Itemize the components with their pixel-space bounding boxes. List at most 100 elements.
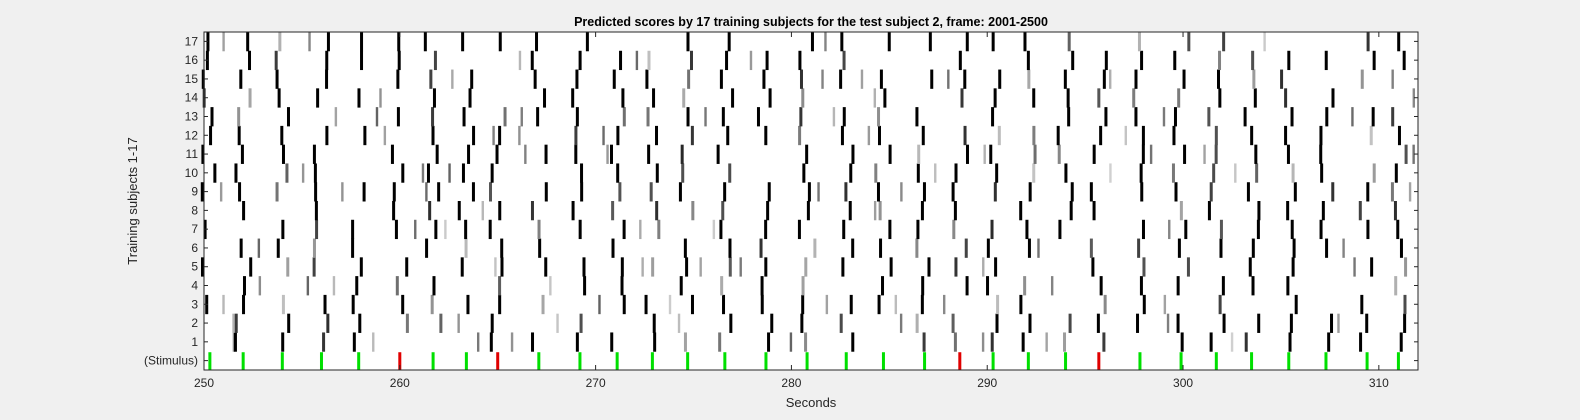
y-tick-label-10: 10: [185, 166, 199, 180]
score-cell-extra-r2-e0: [232, 314, 234, 333]
score-cell-r8-e10: [572, 201, 575, 220]
score-cell-r4-e10: [583, 276, 586, 295]
score-cell-r1-e2: [281, 332, 284, 351]
y-tick-label-1: 1: [191, 335, 198, 349]
score-cell-r13-e30: [1325, 107, 1328, 126]
score-cell-r8-e6: [428, 201, 431, 220]
score-cell-r7-e29: [1291, 220, 1294, 239]
score-cell-r15-e6: [429, 70, 432, 89]
score-cell-r11-e11: [610, 145, 613, 164]
score-cell-extra-r10-e19: [934, 163, 936, 182]
score-cell-extra-r5-e11: [641, 257, 643, 276]
score-cell-r4-e1: [243, 276, 246, 295]
score-cell-r2-e3: [326, 314, 329, 333]
score-cell-extra-r10-e2: [302, 163, 304, 182]
score-cell-r11-e24: [1093, 145, 1096, 164]
score-cell-r15-e2: [276, 70, 279, 89]
y-tick-label-15: 15: [185, 72, 199, 86]
score-cell-r12-e19: [922, 126, 925, 145]
score-cell-r8-e30: [1322, 201, 1325, 220]
score-cell-r5-e24: [1091, 257, 1094, 276]
score-cell-r9-e12: [650, 182, 653, 201]
score-cell-r4-e26: [1177, 276, 1180, 295]
y-tick-label-5: 5: [191, 260, 198, 274]
score-cell-r10-e20: [955, 163, 958, 182]
score-cell-r10-e29: [1292, 163, 1295, 182]
score-cell-r9-e9: [545, 182, 548, 201]
score-cell-extra-r4-e3: [333, 276, 335, 295]
score-cell-r1-e16: [804, 332, 807, 351]
score-cell-r6-e26: [1178, 239, 1181, 258]
score-cell-r7-e14: [719, 220, 722, 239]
chart-title: Predicted scores by 17 training subjects…: [574, 15, 1048, 29]
score-cell-r3-e11: [623, 295, 626, 314]
score-cell-r13-e23: [1067, 107, 1070, 126]
score-cell-r16-e20: [959, 51, 962, 70]
score-cell-extra-r7-e11: [639, 220, 641, 239]
score-cell-r16-e3: [325, 51, 328, 70]
score-cell-extra-r13-e30: [1351, 107, 1353, 126]
score-cell-r4-e11: [621, 276, 624, 295]
score-cell-r14-e3: [316, 88, 319, 107]
score-cell-r10-e23: [1064, 163, 1067, 182]
score-cell-r3-e25: [1143, 295, 1146, 314]
score-cell-r9-e21: [994, 182, 997, 201]
score-cell-r5-e19: [927, 257, 930, 276]
stimulus-mark-19: [923, 352, 926, 370]
score-cell-extra-r6-e30: [1342, 239, 1344, 258]
stimulus-mark-3: [320, 352, 323, 370]
score-cell-r10-e21: [995, 163, 998, 182]
score-cell-r7-e5: [395, 220, 398, 239]
score-cell-r7-e19: [916, 220, 919, 239]
score-cell-r15-e9: [534, 70, 537, 89]
score-cell-r13-e2: [287, 107, 290, 126]
score-cell-r3-e3: [324, 295, 327, 314]
score-cell-extra-r5-e14: [740, 257, 742, 276]
score-cell-r10-e25: [1140, 163, 1143, 182]
score-cell-extra-r3-e10: [598, 295, 600, 314]
score-cell-r11-e2: [282, 145, 285, 164]
score-cell-extra-r3-e16: [826, 295, 828, 314]
score-cell-r12-e32: [1398, 126, 1401, 145]
score-cell-r15-e11: [613, 70, 616, 89]
score-cell-r10-e5: [401, 163, 404, 182]
score-cell-r17-e19: [929, 32, 932, 51]
stimulus-mark-21: [992, 352, 995, 370]
score-cell-r11-e9: [545, 145, 548, 164]
score-cell-r13-e25: [1134, 107, 1137, 126]
score-cell-r16-e26: [1173, 51, 1176, 70]
score-cell-r16-e32: [1403, 51, 1406, 70]
x-tick-label-1: 260: [390, 376, 410, 390]
score-cell-r2-e28: [1257, 314, 1260, 333]
score-cell-r15-e19: [930, 70, 933, 89]
score-cell-extra-r3-e0: [222, 295, 224, 314]
score-cell-r1-e14: [718, 332, 721, 351]
score-cell-r6-e9: [538, 239, 541, 258]
score-cell-r16-e14: [725, 51, 728, 70]
score-cell-extra-r12-e10: [602, 126, 604, 145]
score-cell-r6-e15: [760, 239, 763, 258]
score-cell-r16-e10: [579, 51, 582, 70]
score-cell-extra-r3-e12: [669, 295, 671, 314]
score-cell-r4-e14: [720, 276, 723, 295]
score-cell-r15-e13: [687, 70, 690, 89]
score-cell-r7-e17: [842, 220, 845, 239]
score-cell-r8-e17: [849, 201, 852, 220]
score-cell-r11-e27: [1215, 145, 1218, 164]
score-cell-r8-e9: [531, 201, 534, 220]
score-cell-r15-e12: [645, 70, 648, 89]
score-cell-extra-r2-e6: [457, 314, 459, 333]
score-cell-r8-e7: [458, 201, 461, 220]
score-cell-r17-e23: [1068, 32, 1071, 51]
score-cell-r9-e27: [1210, 182, 1213, 201]
score-cell-r10-e0: [213, 163, 216, 182]
score-cell-r6-e21: [987, 239, 990, 258]
score-cell-r2-e31: [1365, 314, 1368, 333]
score-cell-r14-e10: [571, 88, 574, 107]
score-cell-r5-e26: [1187, 257, 1190, 276]
score-cell-extra-r9-e16: [817, 182, 819, 201]
score-cell-r9-e24: [1090, 182, 1093, 201]
score-cell-r15-e7: [470, 70, 473, 89]
score-cell-r17-e4: [360, 32, 363, 51]
score-cell-extra-r3-e18: [895, 295, 897, 314]
